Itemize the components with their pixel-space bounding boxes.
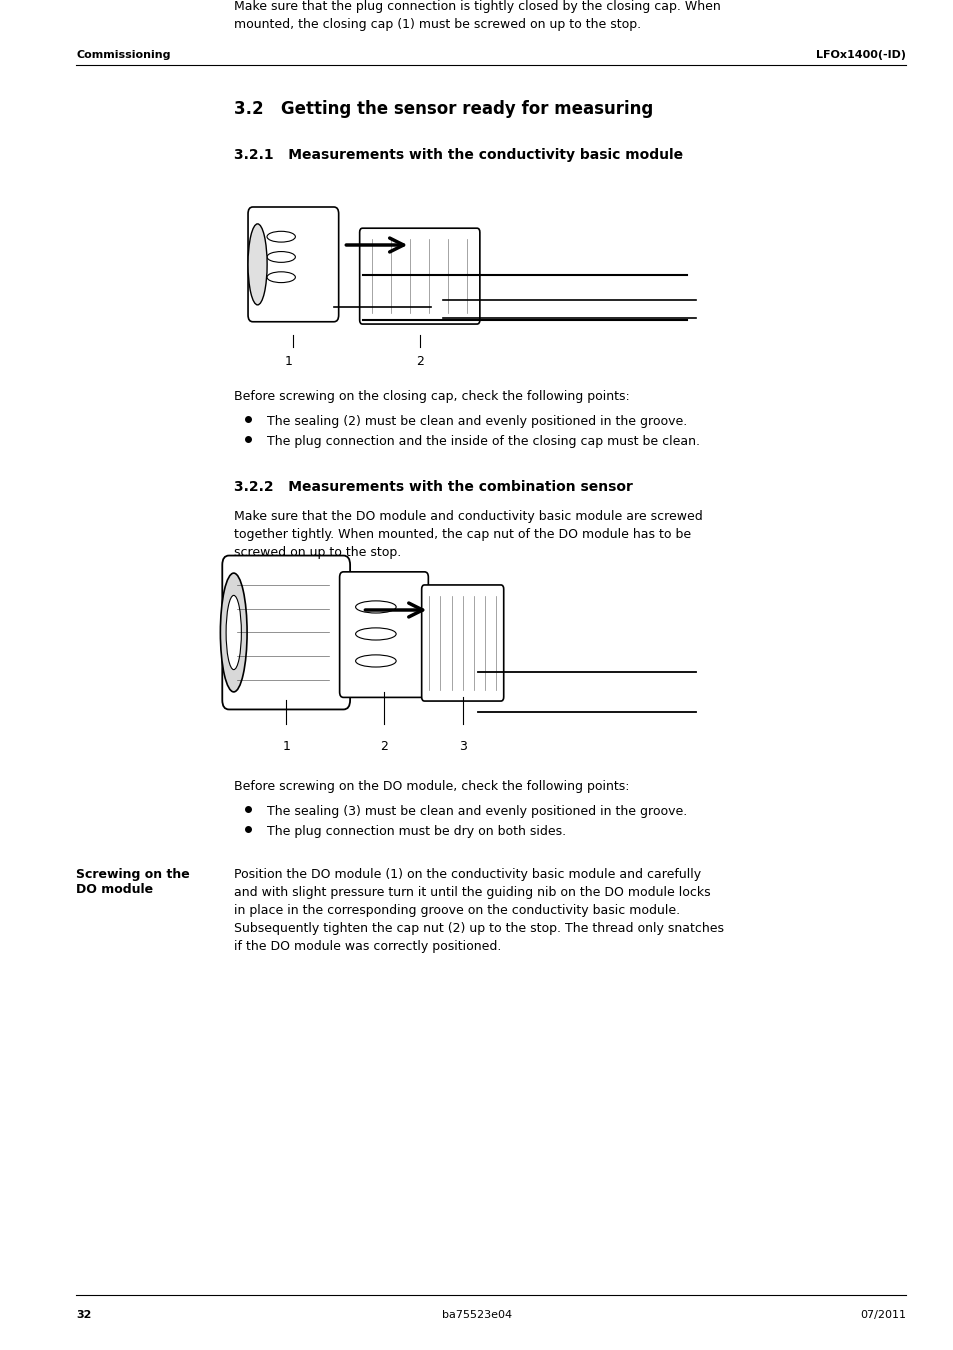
Text: and with slight pressure turn it until the guiding nib on the DO module locks: and with slight pressure turn it until t… [233, 886, 710, 899]
Text: 3.2.1   Measurements with the conductivity basic module: 3.2.1 Measurements with the conductivity… [233, 148, 682, 162]
Text: 3.2   Getting the sensor ready for measuring: 3.2 Getting the sensor ready for measuri… [233, 100, 652, 117]
Text: LFOx1400(-ID): LFOx1400(-ID) [816, 50, 905, 59]
Text: together tightly. When mounted, the cap nut of the DO module has to be: together tightly. When mounted, the cap … [233, 528, 690, 541]
Text: 2: 2 [379, 740, 388, 753]
Text: mounted, the closing cap (1) must be screwed on up to the stop.: mounted, the closing cap (1) must be scr… [233, 18, 640, 31]
Text: Commissioning: Commissioning [76, 50, 171, 59]
FancyBboxPatch shape [222, 556, 350, 710]
Text: screwed on up to the stop.: screwed on up to the stop. [233, 545, 400, 559]
Text: The plug connection must be dry on both sides.: The plug connection must be dry on both … [267, 825, 566, 838]
Ellipse shape [220, 574, 247, 693]
Text: Screwing on the
DO module: Screwing on the DO module [76, 868, 190, 896]
Text: The plug connection and the inside of the closing cap must be clean.: The plug connection and the inside of th… [267, 435, 700, 448]
Text: in place in the corresponding groove on the conductivity basic module.: in place in the corresponding groove on … [233, 904, 679, 917]
Text: 1: 1 [284, 355, 293, 369]
Text: ba75523e04: ba75523e04 [441, 1310, 512, 1320]
FancyBboxPatch shape [248, 207, 338, 321]
Text: The sealing (2) must be clean and evenly positioned in the groove.: The sealing (2) must be clean and evenly… [267, 414, 687, 428]
Text: 32: 32 [76, 1310, 91, 1320]
Ellipse shape [226, 595, 241, 670]
FancyBboxPatch shape [421, 585, 503, 701]
Text: 2: 2 [416, 355, 423, 369]
Text: Before screwing on the DO module, check the following points:: Before screwing on the DO module, check … [233, 780, 629, 792]
Text: Make sure that the DO module and conductivity basic module are screwed: Make sure that the DO module and conduct… [233, 510, 701, 522]
Text: 3.2.2   Measurements with the combination sensor: 3.2.2 Measurements with the combination … [233, 481, 632, 494]
Text: The sealing (3) must be clean and evenly positioned in the groove.: The sealing (3) must be clean and evenly… [267, 805, 687, 818]
Ellipse shape [248, 224, 267, 305]
FancyBboxPatch shape [339, 572, 428, 698]
Text: 3: 3 [458, 740, 466, 753]
Text: Before screwing on the closing cap, check the following points:: Before screwing on the closing cap, chec… [233, 390, 629, 404]
Text: Subsequently tighten the cap nut (2) up to the stop. The thread only snatches: Subsequently tighten the cap nut (2) up … [233, 922, 723, 936]
Text: if the DO module was correctly positioned.: if the DO module was correctly positione… [233, 940, 500, 953]
Text: 07/2011: 07/2011 [860, 1310, 905, 1320]
Text: Make sure that the plug connection is tightly closed by the closing cap. When: Make sure that the plug connection is ti… [233, 0, 720, 14]
Text: Position the DO module (1) on the conductivity basic module and carefully: Position the DO module (1) on the conduc… [233, 868, 700, 882]
FancyBboxPatch shape [359, 228, 479, 324]
Text: 1: 1 [282, 740, 290, 753]
